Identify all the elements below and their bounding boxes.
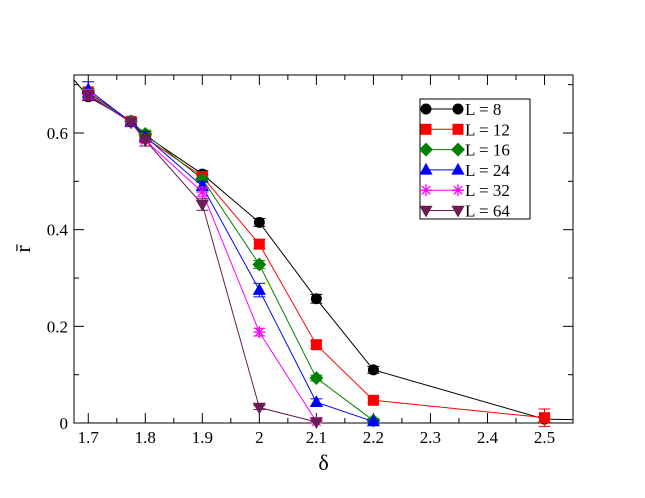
x-tick-label-6: 2.3 [420, 428, 441, 447]
data-point-1-6 [367, 394, 379, 406]
legend-label-0: L = 8 [465, 100, 501, 119]
x-axis-label: δ [318, 450, 328, 475]
legend-marker-2-b [451, 142, 465, 157]
legend-marker-4-stroke [421, 185, 431, 195]
data-point-5-1 [124, 117, 138, 130]
data-point-4-3-stroke [197, 187, 208, 197]
data-point-4-3 [196, 185, 209, 198]
legend-label-5: L = 64 [465, 202, 510, 221]
legend-marker-3-b [451, 162, 465, 175]
data-point-4-4-stroke [254, 327, 265, 337]
legend-marker-1 [420, 123, 432, 135]
legend-marker-5 [419, 205, 433, 218]
legend-marker-4-b [452, 184, 464, 197]
data-point-5-3 [195, 199, 209, 212]
legend-label-2: L = 16 [465, 141, 510, 160]
x-tick-label-2: 1.9 [192, 428, 213, 447]
legend-marker-5-b [451, 205, 465, 218]
legend: L = 8L = 12 L = 16L = 24L = 32 L = 64 [419, 98, 531, 221]
data-point-3-6 [366, 414, 381, 427]
data-point-1-5 [310, 339, 322, 351]
y-axis-label: r̄ [10, 244, 35, 253]
series-line-2 [87, 92, 374, 421]
x-tick-label-3: 2 [255, 428, 264, 447]
markers-layer [81, 81, 551, 430]
legend-marker-4-b-stroke [453, 185, 463, 195]
data-point-3-5 [309, 395, 323, 407]
data-point-2-4 [252, 257, 267, 272]
legend-box [419, 98, 531, 220]
data-point-0-7 [367, 364, 379, 376]
data-point-0-5 [253, 216, 265, 228]
legend-marker-2 [419, 142, 433, 157]
axis-ticks: 1.7 1.8 1.9 2 2.1 2.2 2.3 2.4 2.5 0 0.2 0.4 0.6 [47, 75, 573, 447]
data-point-3-4 [252, 283, 266, 295]
data-point-1-4 [253, 238, 265, 250]
data-point-5-0 [81, 90, 95, 103]
legend-marker-0-b [452, 103, 464, 115]
legend-marker-3 [419, 162, 433, 175]
legend-marker-1-b [452, 123, 464, 135]
y-tick-label-1: 0.2 [47, 317, 68, 336]
series-line-5 [87, 94, 317, 423]
legend-marker-4 [420, 184, 432, 197]
x-tick-label-5: 2.2 [363, 428, 384, 447]
data-point-5-2 [138, 135, 152, 148]
x-tick-label-1: 1.8 [135, 428, 156, 447]
plot-frame [73, 74, 574, 424]
y-tick-label-2: 0.4 [47, 221, 69, 240]
legend-marker-0 [420, 103, 432, 115]
legend-label-3: L = 24 [465, 161, 510, 180]
y-tick-label-0: 0 [60, 414, 69, 433]
x-tick-label-7: 2.4 [477, 428, 499, 447]
data-point-2-5 [309, 371, 324, 386]
data-point-4-4 [253, 326, 266, 339]
series-line-4 [87, 93, 317, 422]
data-point-1-7 [538, 412, 550, 424]
data-point-5-5 [309, 417, 323, 430]
x-tick-label-0: 1.7 [78, 428, 100, 447]
x-tick-label-8: 2.5 [534, 428, 555, 447]
x-tick-label-4: 2.1 [306, 428, 327, 447]
series-line-3 [87, 89, 374, 423]
data-point-5-4 [252, 402, 266, 415]
data-point-0-6 [310, 293, 322, 305]
legend-label-1: L = 12 [465, 120, 510, 139]
y-tick-label-3: 0.6 [47, 124, 68, 143]
legend-label-4: L = 32 [465, 181, 510, 200]
